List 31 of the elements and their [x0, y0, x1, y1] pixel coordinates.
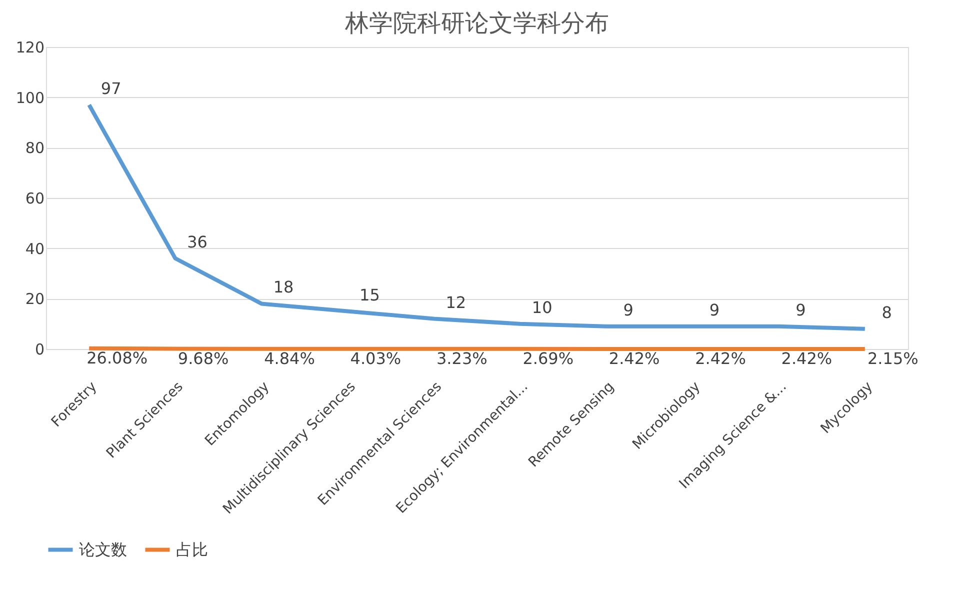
legend-label: 论文数	[79, 540, 127, 559]
legend-label: 占比	[176, 540, 208, 559]
y-tick-label: 60	[25, 190, 44, 208]
data-label: 26.08%	[86, 348, 148, 368]
y-tick-label: 80	[25, 139, 44, 158]
data-label: 10	[532, 298, 552, 317]
data-label: 4.84%	[264, 348, 315, 368]
data-label: 2.69%	[522, 348, 574, 368]
data-label: 2.42%	[608, 348, 660, 368]
data-label: 9.68%	[178, 348, 229, 368]
y-tick-label: 20	[25, 290, 44, 308]
data-label: 2.15%	[867, 348, 918, 368]
y-tick-label: 40	[25, 240, 44, 258]
data-label: 4.03%	[350, 348, 402, 368]
y-tick-label: 100	[16, 88, 44, 107]
data-label: 9	[709, 300, 720, 320]
data-label: 8	[882, 302, 892, 322]
data-label: 97	[100, 78, 122, 98]
data-label: 2.42%	[781, 348, 832, 368]
data-label: 15	[360, 285, 380, 304]
data-label: 3.23%	[436, 348, 488, 368]
line-series	[87, 102, 867, 331]
data-label: 9	[796, 300, 806, 320]
y-tick-label: 0	[34, 340, 44, 358]
chart-title: 林学院科研论文学科分布	[344, 9, 609, 37]
data-label: 36	[187, 232, 208, 252]
data-label: 12	[446, 292, 466, 312]
data-label: 18	[273, 278, 294, 297]
data-label: 2.42%	[695, 348, 746, 368]
data-label: 9	[623, 300, 634, 320]
y-tick-label: 120	[16, 38, 44, 56]
